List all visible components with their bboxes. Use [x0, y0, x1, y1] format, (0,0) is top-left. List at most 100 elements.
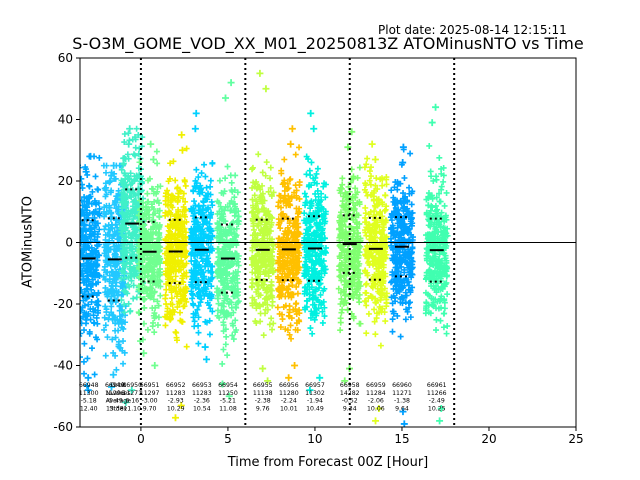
outlier-point [192, 109, 200, 117]
outlier-point [227, 79, 235, 87]
outlier-point [84, 374, 92, 382]
point [121, 211, 128, 218]
point [111, 228, 118, 235]
point [195, 322, 202, 329]
point [164, 305, 171, 312]
point [183, 273, 190, 280]
point [269, 326, 276, 333]
point [195, 276, 202, 283]
point [437, 317, 444, 324]
point [95, 298, 102, 305]
outlier-point [149, 155, 157, 163]
outlier-point [307, 109, 315, 117]
point [314, 165, 321, 172]
point [363, 330, 370, 337]
point [426, 142, 433, 149]
point [131, 229, 138, 236]
stat-value: 66955 [253, 382, 273, 389]
outlier-point [125, 140, 133, 148]
y-tick-label: -20 [53, 297, 73, 311]
point [361, 298, 368, 305]
point [154, 160, 161, 167]
point [440, 324, 447, 331]
point [85, 200, 92, 207]
point [154, 207, 161, 214]
stat-value: 11283 [192, 390, 212, 397]
point [182, 198, 189, 205]
point [339, 175, 346, 182]
point [91, 224, 98, 231]
point [141, 304, 148, 311]
point [407, 150, 414, 157]
point [172, 225, 179, 232]
point [222, 341, 229, 348]
point [441, 202, 448, 209]
point [182, 235, 189, 242]
point [206, 220, 213, 227]
point [103, 306, 110, 313]
point [308, 159, 315, 166]
point [80, 260, 83, 267]
point [357, 320, 364, 327]
outlier-point [436, 417, 444, 425]
orbit-66957-stats: 66957 11302 -1.94 10.49 [305, 382, 325, 412]
outlier-point [291, 362, 299, 369]
point [292, 151, 299, 158]
stat-value: 11297 [140, 390, 160, 397]
point [86, 328, 93, 335]
point [106, 272, 113, 279]
point [169, 233, 176, 240]
point [175, 220, 182, 227]
point [362, 281, 369, 288]
point [80, 305, 84, 312]
point [119, 198, 126, 205]
point [81, 221, 88, 228]
point [181, 220, 188, 227]
point [105, 289, 112, 296]
point [127, 181, 134, 188]
point [80, 265, 83, 268]
point [198, 296, 205, 303]
point [80, 220, 83, 227]
point [102, 223, 109, 230]
point [81, 226, 88, 233]
point [135, 212, 142, 219]
point [116, 302, 123, 309]
point [120, 360, 127, 367]
point [183, 288, 190, 295]
point [154, 322, 161, 329]
point [115, 343, 122, 350]
outlier-point [110, 162, 118, 170]
point [85, 310, 92, 317]
stat-value: -2.06 [368, 398, 384, 405]
stat-value: -2.38 [255, 398, 271, 405]
point [101, 226, 108, 233]
point [153, 148, 160, 155]
x-axis-label: Time from Forecast 00Z [Hour] [227, 455, 429, 470]
point [153, 253, 160, 260]
point [191, 183, 198, 190]
stat-value: -2.36 [194, 398, 210, 405]
point [140, 212, 147, 219]
point [208, 209, 215, 216]
point [157, 271, 164, 278]
point [104, 231, 111, 238]
outlier-point [122, 398, 130, 406]
orbit-66952-stats: 66952 11283 -2.93 10.29 [166, 382, 186, 412]
point [296, 144, 303, 151]
point [139, 134, 146, 141]
point [89, 247, 96, 254]
point [130, 151, 137, 158]
point [80, 286, 85, 293]
point [168, 202, 175, 209]
point [306, 167, 313, 174]
point [177, 266, 184, 273]
point [406, 184, 413, 191]
point [115, 187, 122, 194]
point [157, 278, 164, 285]
point [172, 273, 179, 280]
point [93, 314, 100, 321]
outlier-point [82, 168, 90, 176]
point [203, 219, 210, 226]
point [181, 303, 188, 310]
